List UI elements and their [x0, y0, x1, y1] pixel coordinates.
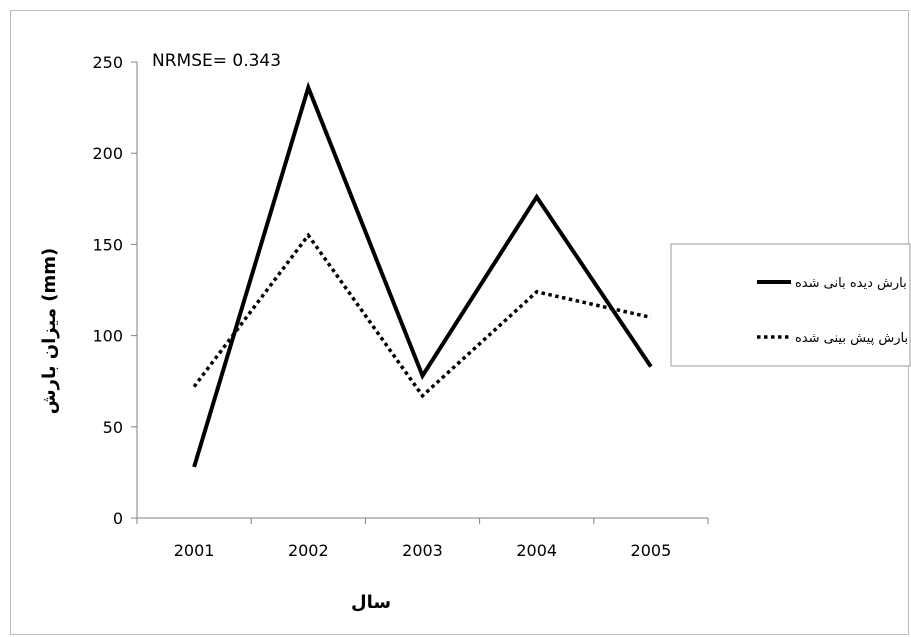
y-tick-label: 100 — [92, 327, 123, 346]
x-axis: 2001 2002 2003 2004 2005 — [136, 517, 709, 560]
x-tick-label: 2003 — [402, 541, 443, 560]
y-tick-label: 200 — [92, 144, 123, 163]
legend-box — [670, 243, 911, 367]
x-tick-label: 2002 — [288, 541, 329, 560]
nrmse-annotation: NRMSE= 0.343 — [152, 51, 281, 71]
x-tick-label: 2001 — [174, 541, 215, 560]
y-tick-label: 150 — [92, 235, 123, 254]
y-axis: 0 50 100 150 200 250 — [92, 53, 138, 528]
y-tick-label: 250 — [92, 53, 123, 72]
series-line-2 — [192, 232, 652, 399]
y-tick-label: 0 — [113, 509, 123, 528]
series-layer — [192, 81, 653, 468]
legend-label: بارش دیده بانی شده — [795, 276, 907, 291]
legend: بارش دیده بانی شده بارش پیش بینی شده — [670, 243, 911, 367]
x-axis-title: سال — [351, 592, 391, 613]
x-tick-label: 2004 — [516, 541, 557, 560]
series-line-1 — [192, 81, 653, 468]
legend-label: بارش پیش بینی شده — [795, 331, 908, 346]
x-tick-label: 2005 — [631, 541, 672, 560]
y-axis-title: میزان بارش (mm) — [39, 248, 60, 414]
y-tick-label: 50 — [103, 418, 123, 437]
